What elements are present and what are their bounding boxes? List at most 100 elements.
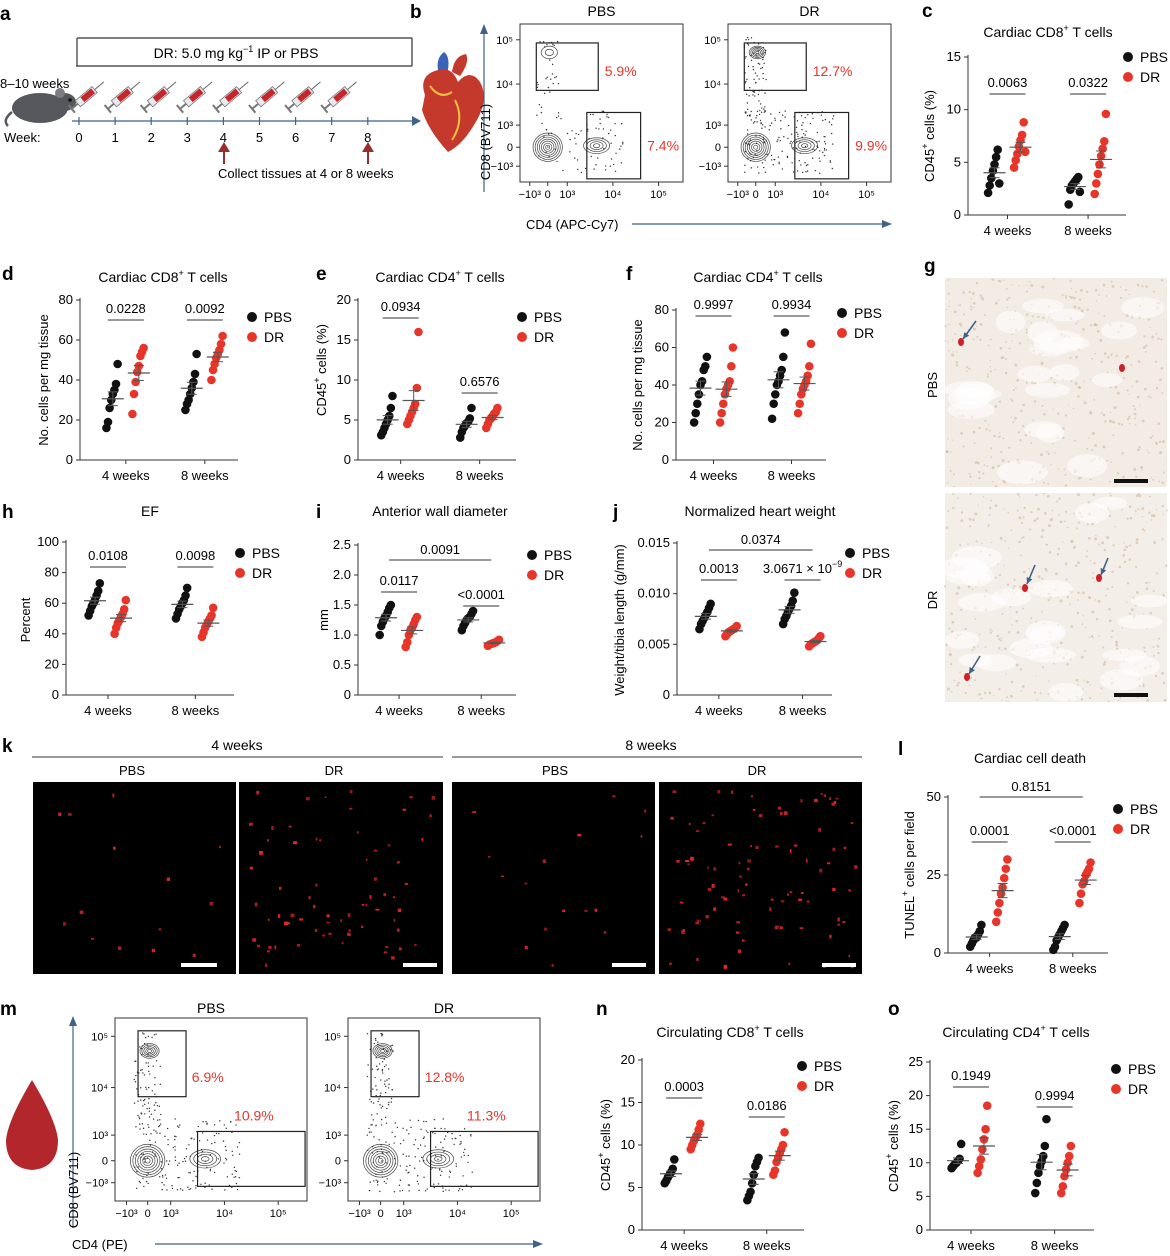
x-tick-label: 8 weeks: [172, 703, 220, 718]
flow-x-tick: 0: [145, 1208, 151, 1220]
flow-x-tick: 10⁵: [270, 1208, 287, 1220]
flow-ylabel: CD8 (BV711): [478, 104, 493, 180]
cd8-gate: [535, 42, 599, 91]
cd4-percent: 7.4%: [647, 137, 679, 153]
legend-label-dr: DR: [814, 1078, 834, 1094]
y-axis-label: TUNEL+ cells per field: [900, 811, 917, 938]
tunel-spot: [266, 839, 269, 842]
legend-label-pbs: PBS: [814, 1058, 842, 1074]
legend-swatch-pbs: [235, 548, 245, 558]
tunel-spot: [584, 910, 588, 912]
cd8-gate: [743, 42, 807, 91]
data-point: [995, 179, 1004, 188]
y-tick-label: 15: [909, 1121, 923, 1136]
flow-plot: −10³ 0 10³ 10⁴ 10⁵ −10³ 0 10³ 10⁴ 10⁵: [86, 1017, 308, 1220]
y-tick-label: 10: [337, 372, 351, 387]
tunel-image: [239, 782, 443, 974]
tunel-spot: [644, 809, 647, 813]
stained-cell: [1022, 584, 1028, 592]
panel-letter-l: l: [898, 739, 903, 760]
y-tick-label: 0.5: [333, 657, 351, 672]
data-point: [974, 1161, 984, 1171]
scatter-panel-e: e Cardiac CD4+ T cells 0 5 10 15 20 CD45+ cells…: [312, 264, 562, 483]
flow-y-tick: 0: [102, 1156, 108, 1168]
tunel-spot: [404, 882, 408, 885]
tunel-spot: [421, 838, 424, 841]
data-point: [719, 399, 728, 409]
data-point: [465, 414, 475, 423]
y-tick-label: 50: [927, 789, 941, 804]
y-tick-label: 0: [344, 687, 351, 702]
data-point: [982, 1101, 992, 1110]
scale-bar: [612, 963, 646, 967]
data-point: [978, 1145, 987, 1154]
tunel-spot: [63, 922, 66, 926]
y-tick-label: 40: [45, 626, 59, 641]
tunel-spot: [831, 802, 836, 806]
flow-y-tick: 10⁵: [91, 1031, 108, 1043]
flow-x-tick: 0: [753, 189, 759, 201]
tunel-spot: [313, 904, 316, 909]
tunel-spot: [397, 908, 402, 913]
x-tick-label: 4 weeks: [947, 1238, 995, 1253]
stained-cell: [958, 338, 964, 346]
y-tick-label: 10: [947, 102, 961, 117]
tunel-spot: [685, 859, 689, 863]
tunel-spot: [668, 962, 672, 966]
data-point: [732, 621, 741, 631]
y-tick-label: 5: [954, 154, 961, 169]
scatter-panel-j: j Normalized heart weight 0 0.005 0.010 0.015…: [612, 502, 890, 718]
legend-swatch-pbs: [845, 548, 855, 558]
panel-letter-i: i: [316, 502, 321, 523]
x-tick-label: 4 weeks: [84, 703, 132, 718]
x-tick-label: 4 weeks: [984, 223, 1032, 238]
panel-title: Cardiac cell death: [974, 750, 1086, 766]
data-point: [386, 600, 396, 610]
tunel-spot: [814, 798, 818, 803]
y-tick-label: 20: [655, 415, 669, 430]
p-value: 0.0228: [106, 301, 146, 316]
cd8-percent: 6.9%: [192, 1069, 224, 1085]
tunel-spot: [472, 811, 477, 813]
cd8-gate: [137, 1030, 187, 1098]
tunel-spot: [544, 927, 547, 931]
data-point: [1073, 172, 1083, 182]
data-point: [778, 1140, 788, 1150]
panel-title: Cardiac CD8+ T cells: [983, 23, 1112, 40]
data-point: [976, 1155, 986, 1164]
data-point: [1009, 163, 1019, 172]
tunel-spot: [413, 944, 417, 946]
legend-swatch-pbs: [1113, 804, 1123, 814]
p-value: 0.0001: [970, 823, 1010, 838]
data-point: [816, 631, 825, 641]
week-tick-label: 1: [111, 130, 118, 145]
data-point: [1060, 920, 1069, 930]
x-tick-label: 8 weeks: [779, 703, 827, 718]
tunel-spot: [789, 891, 793, 894]
dose-label: DR: 5.0 mg kg−1 IP or PBS: [154, 44, 319, 61]
tunel-spot: [91, 937, 95, 940]
tunel-spot: [699, 920, 702, 923]
data-point: [991, 152, 1001, 162]
tunel-spot: [151, 948, 156, 953]
tunel-spot: [391, 956, 395, 960]
cd4-gate: [429, 1130, 539, 1187]
flow-y-tick: 10⁴: [91, 1083, 108, 1095]
tunel-spot: [688, 823, 691, 825]
syringe-icons: [67, 81, 357, 114]
flow-plots-b: PBS−10³ 0 10³ 10⁴ 10⁵−10³010³10⁴10⁵5.9%7.4%D…: [478, 3, 892, 232]
data-point: [706, 599, 715, 609]
legend-label-pbs: PBS: [264, 309, 292, 325]
panel-letter-f: f: [626, 264, 633, 285]
flow-x-tick: −10³: [115, 1208, 138, 1220]
tunel-spot: [274, 945, 277, 950]
data-point: [990, 160, 999, 169]
tunel-spot: [315, 883, 318, 887]
tunel-spot: [594, 908, 598, 912]
data-point: [410, 399, 420, 409]
flow-ylabel: CD8 (BV711): [66, 1152, 81, 1228]
p-value: 0.0322: [1068, 75, 1108, 90]
tunel-spot: [393, 896, 395, 898]
g-row-label-dr: DR: [925, 591, 940, 610]
tunel-spot: [837, 917, 841, 922]
